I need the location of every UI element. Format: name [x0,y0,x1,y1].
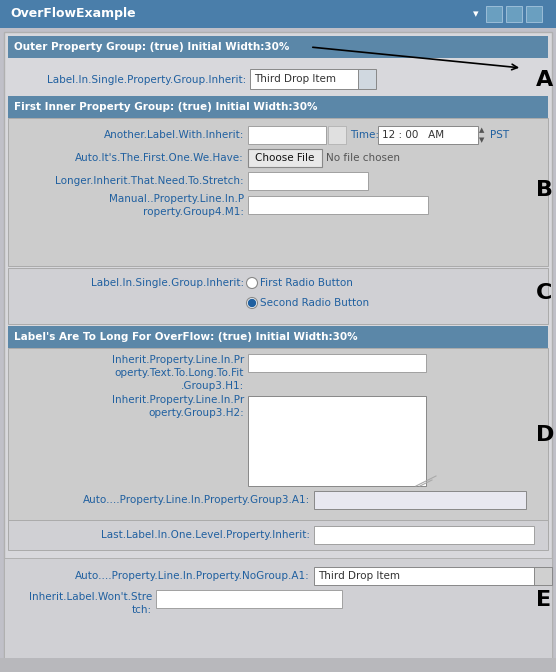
Text: Time:: Time: [350,130,379,140]
Text: Outer Property Group: (true) Initial Width:30%: Outer Property Group: (true) Initial Wid… [14,42,289,52]
Bar [248,396,426,486]
Text: A: A [536,70,553,90]
Bar [328,126,346,144]
Text: operty.Group3.H2:: operty.Group3.H2: [148,408,244,418]
Bar [8,520,548,550]
Text: Choose File: Choose File [255,153,315,163]
Bar [534,567,552,585]
Bar [248,172,368,190]
Text: ▾: ▾ [365,74,369,84]
Bar [8,348,548,544]
Text: Another.Label.With.Inherit:: Another.Label.With.Inherit: [103,130,244,140]
Text: Inherit.Property.Line.In.Pr: Inherit.Property.Line.In.Pr [112,355,244,365]
Text: Longer.Inherit.That.Need.To.Stretch:: Longer.Inherit.That.Need.To.Stretch: [56,176,244,186]
Bar [250,69,360,89]
Bar [0,0,556,28]
Text: D: D [536,425,554,445]
Text: PST: PST [490,130,509,140]
Bar [248,354,426,372]
Bar [314,526,534,544]
Text: First Radio Button: First Radio Button [260,278,353,288]
Text: Inherit.Property.Line.In.Pr: Inherit.Property.Line.In.Pr [112,395,244,405]
Text: OverFlowExample: OverFlowExample [10,7,136,21]
Circle shape [249,300,256,306]
Bar [358,69,376,89]
Text: Auto.It's.The.First.One.We.Have:: Auto.It's.The.First.One.We.Have: [75,153,244,163]
Text: tch:: tch: [132,605,152,615]
Text: Auto....Property.Line.In.Property.Group3.A1:: Auto....Property.Line.In.Property.Group3… [83,495,310,505]
Text: First Inner Property Group: (true) Initial Width:30%: First Inner Property Group: (true) Initi… [14,102,317,112]
Text: operty.Text.To.Long.To.Fit: operty.Text.To.Long.To.Fit [115,368,244,378]
Text: Label's Are To Long For OverFlow: (true) Initial Width:30%: Label's Are To Long For OverFlow: (true)… [14,332,358,342]
Circle shape [246,298,257,308]
Bar [8,36,548,58]
Text: ▲: ▲ [479,127,485,133]
Bar [8,326,548,348]
Bar [486,6,502,22]
Text: 12 : 00   AM: 12 : 00 AM [382,130,444,140]
Text: Third Drop Item: Third Drop Item [254,74,336,84]
Bar [248,196,428,214]
Text: Last.Label.In.One.Level.Property.Inherit:: Last.Label.In.One.Level.Property.Inherit… [101,530,310,540]
Circle shape [246,278,257,288]
Text: roperty.Group4.M1:: roperty.Group4.M1: [143,207,244,217]
Text: No file chosen: No file chosen [326,153,400,163]
Bar [378,126,478,144]
Text: .Group3.H1:: .Group3.H1: [181,381,244,391]
Text: ▾: ▾ [540,571,545,581]
Bar [8,118,548,266]
Bar [0,658,556,672]
Bar [156,590,342,608]
Bar [506,6,522,22]
Text: Auto....Property.Line.In.Property.NoGroup.A1:: Auto....Property.Line.In.Property.NoGrou… [75,571,310,581]
Text: E: E [536,590,551,610]
Bar [314,491,526,509]
Bar [248,126,326,144]
Bar [4,558,552,664]
Bar [8,268,548,324]
Text: Label.In.Single.Property.Group.Inherit:: Label.In.Single.Property.Group.Inherit: [47,75,246,85]
Text: Inherit.Label.Won't.Stre: Inherit.Label.Won't.Stre [29,592,152,602]
Bar [526,6,542,22]
Text: ▾: ▾ [473,9,479,19]
Text: ▼: ▼ [479,137,485,143]
Text: Third Drop Item: Third Drop Item [318,571,400,581]
Bar [248,149,322,167]
Text: Manual..Property.Line.In.P: Manual..Property.Line.In.P [109,194,244,204]
Bar [8,96,548,118]
Text: B: B [536,180,553,200]
Text: Label.In.Single.Group.Inherit:: Label.In.Single.Group.Inherit: [91,278,244,288]
Bar [314,567,536,585]
Text: Second Radio Button: Second Radio Button [260,298,369,308]
Text: 📅: 📅 [334,130,340,140]
Text: C: C [536,283,552,303]
